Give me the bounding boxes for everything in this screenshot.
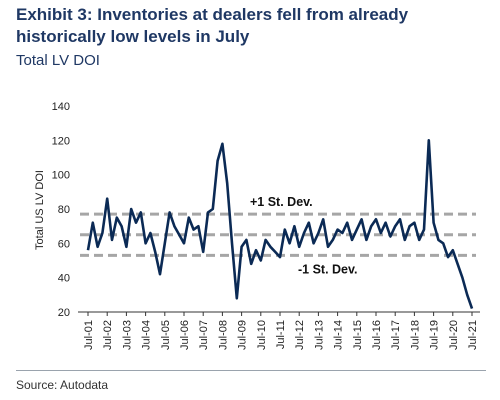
x-tick-label: Jul-06: [179, 320, 191, 350]
y-tick-label: 20: [58, 307, 70, 319]
series-line-total-lv-doi: [86, 139, 474, 310]
x-tick-label: Jul-11: [275, 320, 287, 349]
y-tick-label: 140: [52, 101, 70, 113]
x-tick-label: Jul-12: [294, 320, 306, 350]
x-tick-label: Jul-14: [333, 320, 345, 350]
std-dev-label: +1 St. Dev.: [250, 195, 313, 209]
band-labels: +1 St. Dev. -1 St. Dev.: [250, 195, 358, 276]
x-tick-label: Jul-07: [198, 320, 210, 350]
x-tick-label: Jul-21: [467, 320, 479, 350]
y-tick-label: 100: [52, 170, 70, 182]
y-tick-label: 60: [58, 238, 70, 250]
std-dev-label: -1 St. Dev.: [298, 262, 358, 276]
y-axis-label: Total US LV DOI: [34, 170, 46, 250]
chart-subtitle: Total LV DOI: [16, 52, 100, 69]
x-tick-label: Jul-13: [313, 320, 325, 350]
x-tick-label: Jul-20: [448, 320, 460, 350]
x-tick-label: Jul-02: [102, 320, 114, 350]
x-tick-label: Jul-09: [237, 320, 249, 350]
y-tick-label: 120: [52, 135, 70, 147]
series-group: [86, 139, 474, 310]
source-note: Source: Autodata: [16, 378, 109, 392]
x-axis: Jul-01 Jul-02 Jul-03 Jul-04 Jul-05 Jul-06 Jul-…: [78, 311, 480, 350]
x-tick-label: Jul-08: [217, 320, 229, 350]
chart-title: Exhibit 3: Inventories at dealers fell f…: [16, 5, 409, 46]
y-tick-label: 80: [58, 204, 70, 216]
y-axis-ticks: 20 40 60 80 100 120 140: [52, 101, 70, 319]
x-tick-label: Jul-17: [390, 320, 402, 350]
x-tick-label: Jul-18: [409, 320, 421, 350]
y-tick-label: 40: [58, 273, 70, 285]
x-tick-label: Jul-05: [160, 320, 172, 350]
x-tick-label: Jul-19: [429, 320, 441, 350]
x-tick-label: Jul-03: [121, 320, 133, 350]
x-tick-label: Jul-04: [141, 320, 153, 350]
x-tick-label: Jul-01: [83, 320, 95, 350]
x-tick-label: Jul-16: [371, 320, 383, 350]
x-tick-label: Jul-10: [256, 320, 268, 350]
footer-divider: [16, 370, 486, 371]
x-tick-label: Jul-15: [352, 320, 364, 350]
